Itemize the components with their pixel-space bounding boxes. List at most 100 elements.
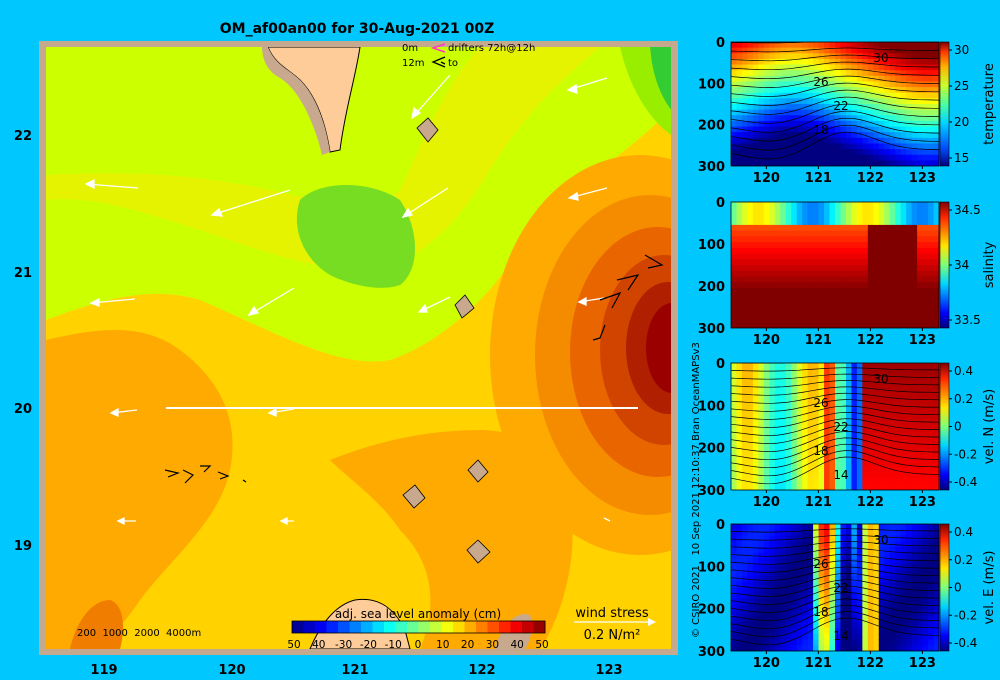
heatmap-cell — [856, 535, 863, 542]
heatmap-cell — [807, 87, 814, 94]
heatmap-cell — [736, 305, 743, 312]
heatmap-cell — [840, 149, 847, 156]
heatmap-cell — [741, 552, 749, 560]
heatmap-cell — [747, 432, 754, 439]
colorbar-tick: -10 — [385, 639, 402, 651]
heatmap-cell — [736, 368, 743, 376]
heatmap-cell — [889, 81, 896, 88]
heatmap-cell — [895, 310, 902, 318]
colorbar-tick: -30 — [335, 639, 352, 651]
heatmap-cell — [933, 409, 939, 416]
heatmap-cell — [911, 443, 918, 451]
heatmap-cell — [796, 149, 803, 156]
heatmap-cell — [774, 276, 781, 283]
heatmap-cell — [906, 570, 913, 577]
heatmap-cell — [807, 604, 814, 612]
heatmap-cell — [911, 42, 918, 49]
heatmap-cell — [802, 47, 809, 54]
heatmap-cell — [752, 547, 759, 554]
heatmap-cell — [818, 391, 825, 399]
heatmap-cell — [862, 120, 869, 128]
heatmap-cell — [873, 564, 880, 571]
heatmap-cell — [845, 438, 853, 445]
heatmap-cell — [851, 443, 858, 451]
heatmap-cell — [917, 322, 924, 328]
heatmap-cell — [911, 253, 918, 260]
heatmap-cell — [900, 633, 907, 641]
heatmap-cell — [922, 236, 929, 243]
heatmap-cell — [851, 363, 858, 370]
heatmap-cell — [889, 414, 896, 422]
heatmap-cell — [906, 53, 913, 60]
heatmap-cell — [867, 230, 874, 237]
heatmap-cell — [840, 53, 847, 60]
heatmap-cell — [747, 115, 754, 122]
heatmap-cell — [813, 120, 820, 128]
heatmap-cell — [747, 287, 754, 295]
heatmap-cell — [780, 581, 787, 589]
heatmap-cell — [774, 633, 781, 641]
heatmap-cell — [873, 299, 880, 306]
heatmap-cell — [873, 438, 880, 445]
heatmap-cell — [769, 120, 776, 128]
heatmap-cell — [813, 270, 820, 278]
x-tick-label: 120 — [753, 495, 780, 510]
heatmap-cell — [933, 558, 939, 566]
heatmap-cell — [829, 64, 836, 71]
heatmap-cell — [769, 535, 776, 542]
heatmap-cell — [741, 426, 749, 433]
heatmap-cell — [862, 253, 869, 260]
wind-arrows — [84, 74, 611, 526]
heatmap-cell — [895, 472, 902, 480]
heatmap-cell — [829, 414, 836, 422]
heatmap-cell — [780, 622, 787, 629]
heatmap-cell — [884, 299, 891, 306]
heatmap-cell — [845, 242, 853, 249]
heatmap-cell — [785, 160, 792, 166]
heatmap-cell — [845, 230, 853, 237]
heatmap-cell — [824, 472, 831, 480]
drifter-legend: 0m drifters 72h@12h 12m to — [402, 43, 535, 69]
heatmap-cell — [731, 265, 738, 272]
heatmap-cell — [856, 154, 863, 161]
heatmap-cell — [747, 104, 754, 111]
heatmap-cell — [758, 397, 765, 405]
heatmap-cell — [867, 287, 874, 295]
heatmap-cell — [747, 604, 754, 612]
heatmap-cell — [731, 403, 738, 410]
heatmap-cell — [774, 310, 781, 318]
heatmap-cell — [813, 593, 820, 600]
heatmap-cell — [785, 207, 792, 215]
heatmap-cell — [928, 207, 935, 215]
heatmap-cell — [758, 575, 765, 583]
heatmap-cell — [780, 236, 787, 243]
heatmap-cell — [911, 305, 918, 312]
heatmap-cell — [911, 581, 918, 589]
colorbar-tick: -20 — [360, 639, 377, 651]
heatmap-cell — [900, 259, 907, 266]
heatmap-cell — [884, 622, 891, 629]
heatmap-cell — [769, 627, 776, 635]
heatmap-cell — [884, 265, 891, 272]
heatmap-cell — [900, 587, 907, 594]
heatmap-cell — [933, 604, 939, 612]
heatmap-cell — [835, 242, 842, 249]
heatmap-cell — [862, 160, 869, 166]
heatmap-cell — [818, 472, 825, 480]
heatmap-cell — [824, 432, 831, 439]
heatmap-cell — [829, 322, 836, 328]
heatmap-cell — [824, 455, 831, 462]
heatmap-cell — [824, 610, 831, 617]
heatmap-cell — [889, 305, 896, 312]
heatmap-cell — [747, 564, 754, 571]
heatmap-cell — [928, 645, 935, 651]
heatmap-cell — [889, 47, 896, 54]
heatmap-cell — [780, 160, 787, 166]
heatmap-cell — [763, 403, 770, 410]
heatmap-cell — [851, 558, 858, 566]
heatmap-cell — [928, 414, 935, 422]
x-tick-label: 121 — [805, 656, 832, 671]
heatmap-cell — [928, 143, 935, 150]
heatmap-cell — [928, 443, 935, 451]
heatmap-cell — [845, 575, 853, 583]
